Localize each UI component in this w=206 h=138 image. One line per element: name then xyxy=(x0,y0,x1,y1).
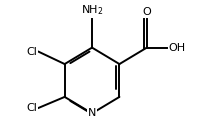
Text: OH: OH xyxy=(169,43,186,53)
Text: Cl: Cl xyxy=(26,103,37,113)
Text: O: O xyxy=(143,7,151,18)
Text: N: N xyxy=(88,108,96,118)
Text: Cl: Cl xyxy=(26,47,37,57)
Text: NH$_2$: NH$_2$ xyxy=(81,4,103,18)
